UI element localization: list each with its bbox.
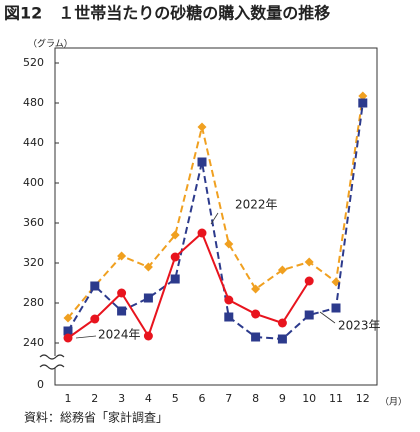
x-tick-label: 8 [252,392,259,405]
marker [304,257,314,267]
x-tick-label: 12 [356,392,370,405]
marker [224,295,234,305]
x-tick-label: 6 [199,392,206,405]
marker [63,313,73,323]
marker [63,333,73,343]
marker [304,276,314,286]
x-tick-label: 3 [118,392,125,405]
marker [358,98,368,108]
y-tick-label: 400 [23,176,44,189]
marker [304,310,314,320]
chart-title: 図12 １世帯当たりの砂糖の購入数量の推移 [4,4,330,23]
marker [143,293,153,303]
marker [117,288,127,298]
marker [197,228,207,238]
marker [251,284,261,294]
marker [277,334,287,344]
source: 資料：総務省「家計調査」 [24,410,168,425]
label-leader [75,335,97,339]
y-tick-label: 280 [23,296,44,309]
marker [358,91,368,101]
plot-frame [54,47,378,386]
x-tick-label: 10 [302,392,316,405]
x-tick-label: 9 [279,392,286,405]
marker [117,251,127,261]
y-tick-label: 480 [23,96,44,109]
x-axis-label: （月） [380,397,407,408]
x-tick-label: 4 [145,392,152,405]
marker [224,312,234,322]
marker [331,303,341,313]
series-label: 2024年 [98,328,141,342]
y-tick-label: 360 [23,216,44,229]
series-line [67,102,364,341]
series-label: 2022年 [235,198,278,212]
marker [170,230,180,240]
x-tick-label: 1 [65,392,72,405]
y-tick-label: 520 [23,56,44,69]
x-tick-label: 2 [91,392,98,405]
x-tick-label: 11 [329,392,343,405]
marker [90,281,100,291]
label-leader [210,212,219,225]
marker [251,309,261,319]
y-tick-label: 320 [23,256,44,269]
x-tick-label: 5 [172,392,179,405]
marker [117,306,127,316]
marker [251,332,261,342]
marker [170,252,180,262]
marker [143,331,153,341]
x-tick-label: 7 [225,392,232,405]
series-label: 2023年 [338,319,381,333]
marker [277,265,287,275]
series-line [67,95,364,319]
series-line [67,231,311,339]
y-tick-label: 440 [23,136,44,149]
label-leader [319,311,336,324]
axis-break [39,354,65,370]
marker [63,326,73,336]
marker [197,122,207,132]
y-tick-label: 0 [37,378,44,391]
y-axis-label: （グラム） [28,38,73,50]
marker [90,314,100,324]
marker [170,274,180,284]
marker [224,239,234,249]
marker [143,262,153,272]
marker [277,318,287,328]
y-tick-label: 240 [23,336,44,349]
marker [197,157,207,167]
